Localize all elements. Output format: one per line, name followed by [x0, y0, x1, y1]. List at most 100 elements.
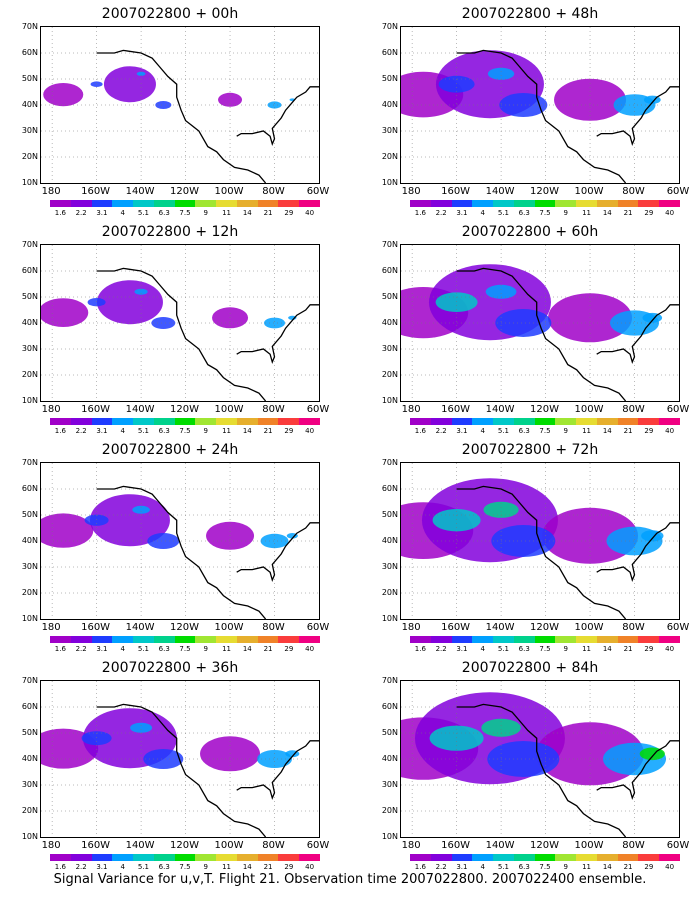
colorbar-tick-label: 11 — [582, 209, 591, 217]
variance-contour — [491, 525, 556, 557]
colorbar-swatch — [50, 636, 71, 643]
lon-label: 140W — [485, 840, 515, 851]
lon-label: 120W — [170, 622, 200, 633]
lat-label: 30N — [381, 562, 398, 571]
lon-label: 100W — [574, 622, 604, 633]
colorbar-swatch — [236, 200, 258, 207]
colorbar-swatch — [493, 636, 514, 643]
colorbar-tick-label: 5.1 — [137, 427, 150, 435]
lat-label: 50N — [381, 510, 398, 519]
colorbar-tick-label: 21 — [623, 209, 633, 217]
coastline — [456, 49, 627, 183]
panel-title: 2007022800 + 00h — [101, 6, 239, 22]
colorbar-tick-label: 6.3 — [518, 645, 530, 653]
colorbar-swatch — [195, 418, 217, 425]
panel-title: 2007022800 + 24h — [101, 442, 239, 458]
colorbar-swatch — [133, 200, 154, 207]
colorbar-ticks: 1.6 2.2 3.1 4 5.1 6.3 7.5 9 11 14 21 29 40 — [50, 209, 320, 217]
colorbar-tick-label: 21 — [623, 427, 633, 435]
colorbar-swatch — [195, 854, 217, 861]
colorbar-tick-label: 7.5 — [179, 645, 191, 653]
colorbar-tick-label: 9 — [563, 645, 568, 653]
colorbar-swatch — [472, 418, 494, 425]
lon-label: 60W — [306, 622, 330, 633]
colorbar-swatch — [410, 200, 431, 207]
colorbar-tick-label: 7.5 — [179, 209, 191, 217]
forecast-panel: 2007022800 + 12h 70N 60N 50N 40N 30N 20N 10N 180… — [20, 224, 329, 435]
lat-label: 10N — [21, 396, 38, 405]
lat-label: 40N — [381, 754, 398, 763]
colorbar-tick-label: 4 — [120, 427, 125, 435]
colorbar-swatch — [410, 854, 431, 861]
colorbar-tick-label: 14 — [242, 427, 252, 435]
colorbar-tick-label: 3.1 — [96, 863, 108, 871]
lat-label: 30N — [21, 126, 38, 135]
colorbar-swatch — [555, 418, 577, 425]
lat-label: 60N — [381, 484, 398, 493]
lat-label: 70N — [381, 458, 398, 467]
variance-contour — [87, 298, 106, 307]
variance-contour — [487, 67, 515, 80]
colorbar — [410, 636, 680, 643]
variance-contour — [257, 750, 293, 768]
colorbar-swatch — [493, 200, 514, 207]
colorbar-tick-label: 1.6 — [414, 209, 426, 217]
lat-label: 50N — [21, 728, 38, 737]
colorbar-tick-label: 40 — [665, 645, 675, 653]
coastline — [596, 740, 679, 800]
colorbar-tick-label: 14 — [602, 209, 612, 217]
colorbar-swatch — [430, 636, 452, 643]
colorbar-swatch — [430, 200, 452, 207]
colorbar-swatch — [112, 636, 134, 643]
lat-label: 30N — [21, 780, 38, 789]
variance-contour — [90, 81, 103, 87]
colorbar-tick-label: 40 — [665, 863, 675, 871]
colorbar-tick-label: 4 — [120, 863, 125, 871]
colorbar-swatch — [278, 636, 300, 643]
lon-label: 80W — [622, 622, 645, 633]
lat-label: 10N — [381, 614, 398, 623]
lon-label: 180 — [401, 186, 421, 197]
coastline — [456, 267, 627, 401]
coastline — [236, 740, 319, 800]
colorbar-tick-label: 6.3 — [158, 209, 170, 217]
lat-label: 10N — [21, 178, 38, 187]
map-plot — [40, 244, 320, 402]
colorbar-swatch — [638, 854, 660, 861]
colorbar-tick-label: 14 — [602, 645, 612, 653]
colorbar-tick-label: 7.5 — [539, 209, 551, 217]
lon-label: 60W — [306, 840, 330, 851]
colorbar — [50, 636, 320, 643]
colorbar-swatch — [174, 418, 196, 425]
lat-label: 50N — [21, 74, 38, 83]
colorbar-swatch — [555, 854, 577, 861]
forecast-panel: 2007022800 + 36h 70N 60N 50N 40N 30N 20N 10N 180… — [20, 660, 329, 871]
coastline — [596, 522, 679, 582]
colorbar-swatch — [534, 200, 556, 207]
colorbar-tick-label: 9 — [203, 863, 208, 871]
colorbar-tick-label: 21 — [263, 863, 273, 871]
colorbar-swatch — [216, 636, 237, 643]
variance-contour — [438, 75, 475, 93]
colorbar-swatch — [451, 854, 473, 861]
forecast-panel: 2007022800 + 24h 70N 60N 50N 40N 30N 20N 10N 180… — [20, 442, 329, 653]
colorbar-tick-label: 2.2 — [435, 427, 447, 435]
colorbar-swatch — [493, 854, 514, 861]
colorbar-tick-label: 40 — [305, 645, 315, 653]
map-plot — [400, 244, 680, 402]
lon-label: 140W — [125, 622, 155, 633]
lat-label: 10N — [21, 614, 38, 623]
panel-title: 2007022800 + 48h — [461, 6, 599, 22]
colorbar-tick-label: 14 — [242, 209, 252, 217]
map-svg — [41, 681, 319, 837]
lon-label: 160W — [81, 622, 111, 633]
colorbar-swatch — [257, 200, 279, 207]
colorbar-tick-label: 9 — [203, 427, 208, 435]
colorbar-swatch — [596, 636, 618, 643]
lon-label: 180 — [41, 622, 61, 633]
colorbar-swatch — [596, 418, 618, 425]
map-plot — [40, 680, 320, 838]
lat-label: 30N — [381, 344, 398, 353]
colorbar-tick-label: 21 — [263, 209, 273, 217]
lon-label: 80W — [262, 840, 285, 851]
